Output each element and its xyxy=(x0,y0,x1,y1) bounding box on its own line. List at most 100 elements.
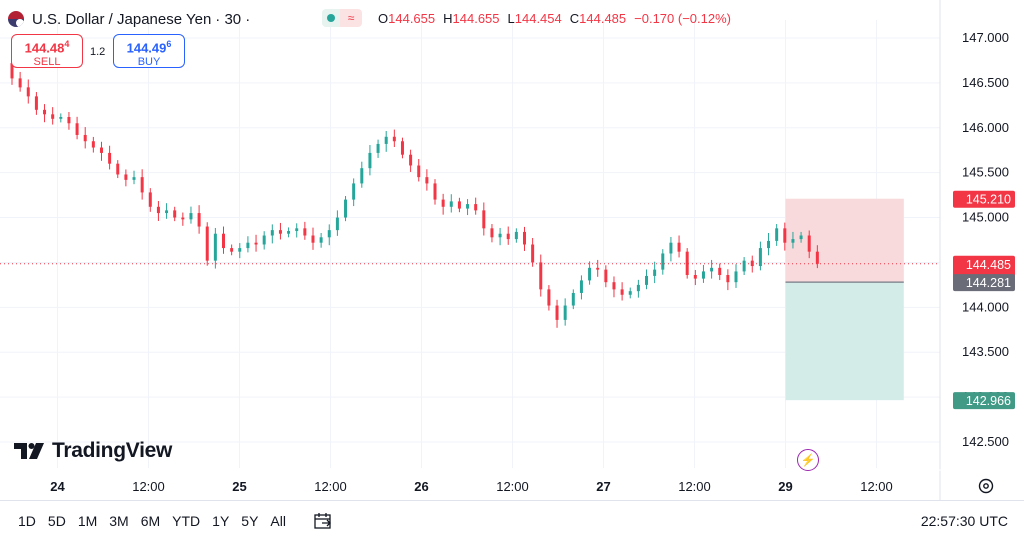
range-button-ytd[interactable]: YTD xyxy=(172,513,201,529)
candle[interactable] xyxy=(344,196,348,222)
candle[interactable] xyxy=(539,254,543,297)
candle[interactable] xyxy=(132,170,136,185)
candle[interactable] xyxy=(99,141,103,161)
candle[interactable] xyxy=(775,224,779,246)
candle[interactable] xyxy=(490,224,494,243)
candle[interactable] xyxy=(335,210,339,236)
candle[interactable] xyxy=(588,261,592,285)
candle[interactable] xyxy=(303,221,307,240)
candle[interactable] xyxy=(262,231,266,250)
goto-date-calendar-icon[interactable] xyxy=(312,510,334,532)
candle[interactable] xyxy=(685,248,689,279)
candle[interactable] xyxy=(636,279,640,298)
stop-loss-zone[interactable] xyxy=(785,198,904,283)
candle[interactable] xyxy=(604,265,608,288)
candle[interactable] xyxy=(59,113,63,123)
candle[interactable] xyxy=(498,227,502,246)
range-button-1y[interactable]: 1Y xyxy=(212,513,230,529)
candle[interactable] xyxy=(783,222,787,251)
candle[interactable] xyxy=(205,222,209,266)
candle[interactable] xyxy=(18,71,22,92)
candle[interactable] xyxy=(425,169,429,191)
candle[interactable] xyxy=(750,255,754,273)
candle[interactable] xyxy=(319,232,323,248)
candle[interactable] xyxy=(653,261,657,284)
range-button-6m[interactable]: 6M xyxy=(140,513,161,529)
candle[interactable] xyxy=(409,149,413,172)
candle[interactable] xyxy=(433,179,437,205)
candle[interactable] xyxy=(417,159,421,182)
candle[interactable] xyxy=(612,276,616,298)
candle[interactable] xyxy=(311,227,315,250)
candle[interactable] xyxy=(571,289,575,310)
candle[interactable] xyxy=(474,197,478,215)
candle[interactable] xyxy=(522,226,526,251)
candle[interactable] xyxy=(197,205,201,234)
candle[interactable] xyxy=(376,139,380,158)
candle[interactable] xyxy=(400,137,404,159)
candle[interactable] xyxy=(108,145,112,170)
candle[interactable] xyxy=(734,264,738,288)
candle[interactable] xyxy=(807,230,811,259)
candle[interactable] xyxy=(173,206,177,222)
candle[interactable] xyxy=(449,194,453,213)
candle[interactable] xyxy=(742,257,746,276)
tradingview-logo[interactable]: TradingView xyxy=(14,439,172,463)
candle[interactable] xyxy=(368,145,372,176)
range-button-5d[interactable]: 5D xyxy=(47,513,66,529)
candle[interactable] xyxy=(230,244,234,256)
sell-button[interactable]: 144.484 SELL xyxy=(11,34,83,68)
range-button-1m[interactable]: 1M xyxy=(77,513,98,529)
candle[interactable] xyxy=(701,264,705,283)
symbol-header[interactable]: U.S. Dollar / Japanese Yen · 30 · xyxy=(8,8,250,30)
candle[interactable] xyxy=(352,178,356,207)
candle[interactable] xyxy=(547,285,551,311)
candle[interactable] xyxy=(238,243,242,259)
candle[interactable] xyxy=(392,129,396,147)
interval-label[interactable]: · 30 · xyxy=(215,10,251,28)
candle[interactable] xyxy=(91,136,95,153)
candle[interactable] xyxy=(26,79,30,104)
candle[interactable] xyxy=(83,127,87,149)
candle[interactable] xyxy=(758,241,762,271)
candle[interactable] xyxy=(278,222,282,240)
candle[interactable] xyxy=(669,236,673,262)
candle[interactable] xyxy=(596,259,600,277)
target-price-badge[interactable] xyxy=(953,392,1015,410)
candle[interactable] xyxy=(579,275,583,300)
candle[interactable] xyxy=(677,235,681,258)
range-button-3m[interactable]: 3M xyxy=(109,513,129,529)
candle[interactable] xyxy=(165,203,169,219)
settings-gear-icon[interactable] xyxy=(977,477,995,495)
candle[interactable] xyxy=(67,111,71,130)
candle[interactable] xyxy=(213,227,217,269)
candle[interactable] xyxy=(466,199,470,216)
utc-clock[interactable]: 22:57:30 UTC xyxy=(920,513,1008,529)
candle[interactable] xyxy=(726,269,730,291)
candle[interactable] xyxy=(295,223,299,238)
range-button-1d[interactable]: 1D xyxy=(18,513,36,529)
candle[interactable] xyxy=(360,161,364,188)
candle[interactable] xyxy=(43,104,47,123)
lightning-icon[interactable]: ⚡ xyxy=(797,449,819,471)
candle[interactable] xyxy=(710,259,714,279)
candle[interactable] xyxy=(693,269,697,286)
candle[interactable] xyxy=(718,263,722,281)
candle[interactable] xyxy=(384,131,388,152)
candle[interactable] xyxy=(815,245,819,269)
candle[interactable] xyxy=(555,299,559,328)
candle[interactable] xyxy=(506,226,510,245)
candle[interactable] xyxy=(767,232,771,256)
candle[interactable] xyxy=(189,206,193,224)
candle[interactable] xyxy=(75,116,79,140)
candle[interactable] xyxy=(254,234,258,252)
market-status-pill[interactable]: ≈ xyxy=(322,9,362,27)
candle[interactable] xyxy=(620,282,624,301)
stop-price-badge[interactable] xyxy=(953,190,1015,208)
candle[interactable] xyxy=(791,231,795,249)
take-profit-zone[interactable] xyxy=(785,282,904,401)
candle[interactable] xyxy=(514,228,518,243)
candle[interactable] xyxy=(661,249,665,275)
candle[interactable] xyxy=(181,212,185,226)
